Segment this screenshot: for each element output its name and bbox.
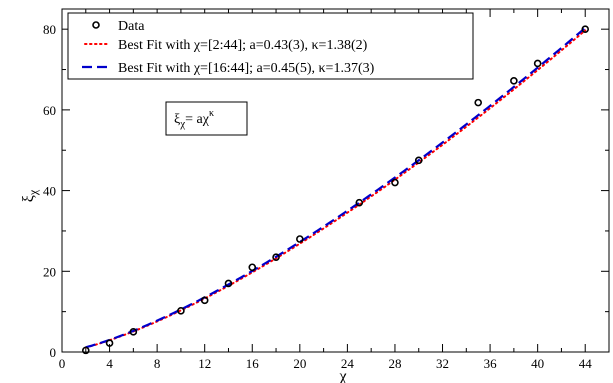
data-point <box>224 279 233 288</box>
x-tick-label: 28 <box>388 356 401 371</box>
equation-base: ξ <box>174 112 180 127</box>
data-point <box>391 178 399 187</box>
svg-text:ξχ: ξχ <box>20 189 40 202</box>
x-tick-label: 16 <box>246 356 260 371</box>
x-tick-label: 12 <box>198 356 211 371</box>
x-axis-label: χ <box>338 368 347 383</box>
legend-fit1-label: Best Fit with χ=[2:44]; a=0.43(3), κ=1.3… <box>118 38 368 53</box>
data-point <box>177 307 185 315</box>
data-point <box>272 253 280 261</box>
data-point <box>414 156 423 165</box>
data-point <box>533 59 542 68</box>
svg-text:ξχ= aχκ: ξχ= aχκ <box>174 108 214 130</box>
x-tick-label: 8 <box>154 356 161 371</box>
legend-data-marker <box>92 21 100 29</box>
equation-sub: χ <box>179 118 185 130</box>
y-tick-label: 80 <box>43 22 56 37</box>
y-axis-label-base: ξ <box>20 195 37 202</box>
data-point <box>81 346 90 355</box>
equation-rhs: = aχ <box>185 112 210 127</box>
tick-labels: 0 4 8 12 16 20 24 28 32 36 40 44 0 20 40 60 80 <box>43 22 592 371</box>
x-tick-label: 32 <box>436 356 449 371</box>
legend: Data Best Fit with χ=[2:44]; a=0.43(3), … <box>67 12 474 80</box>
series-layer <box>81 25 590 355</box>
x-tick-label: 24 <box>341 356 355 371</box>
y-tick-label: 40 <box>43 184 56 199</box>
y-axis-label: ξχ <box>20 189 40 202</box>
data-point <box>129 328 138 336</box>
data-point <box>355 198 364 207</box>
fit-line-16-44 <box>85 27 586 349</box>
legend-box <box>67 12 474 80</box>
y-tick-label: 0 <box>50 345 57 360</box>
data-point <box>105 339 114 347</box>
equation-box <box>165 101 248 136</box>
fit-line-all-range <box>84 29 587 349</box>
y-tick-label: 20 <box>43 264 56 279</box>
equation-annotation: ξχ= aχκ <box>165 101 248 136</box>
data-point <box>581 25 590 33</box>
equation-sup: κ <box>209 108 214 119</box>
x-tick-label: 20 <box>293 356 306 371</box>
legend-data-label: Data <box>118 19 145 34</box>
y-axis-label-sub: χ <box>26 189 40 196</box>
plot-frame <box>61 8 610 353</box>
data-point <box>474 98 482 107</box>
x-tick-label: 36 <box>484 356 498 371</box>
data-point <box>200 296 209 305</box>
x-tick-label: 44 <box>579 356 593 371</box>
data-point <box>510 77 518 85</box>
y-tick-label: 60 <box>43 103 56 118</box>
data-point <box>296 235 304 243</box>
data-point <box>248 263 257 272</box>
legend-fit2-label: Best Fit with χ=[16:44]; a=0.45(5), κ=1.… <box>118 61 375 76</box>
x-tick-label: 0 <box>59 356 66 371</box>
x-tick-label: 4 <box>106 356 113 371</box>
x-tick-label: 40 <box>531 356 544 371</box>
